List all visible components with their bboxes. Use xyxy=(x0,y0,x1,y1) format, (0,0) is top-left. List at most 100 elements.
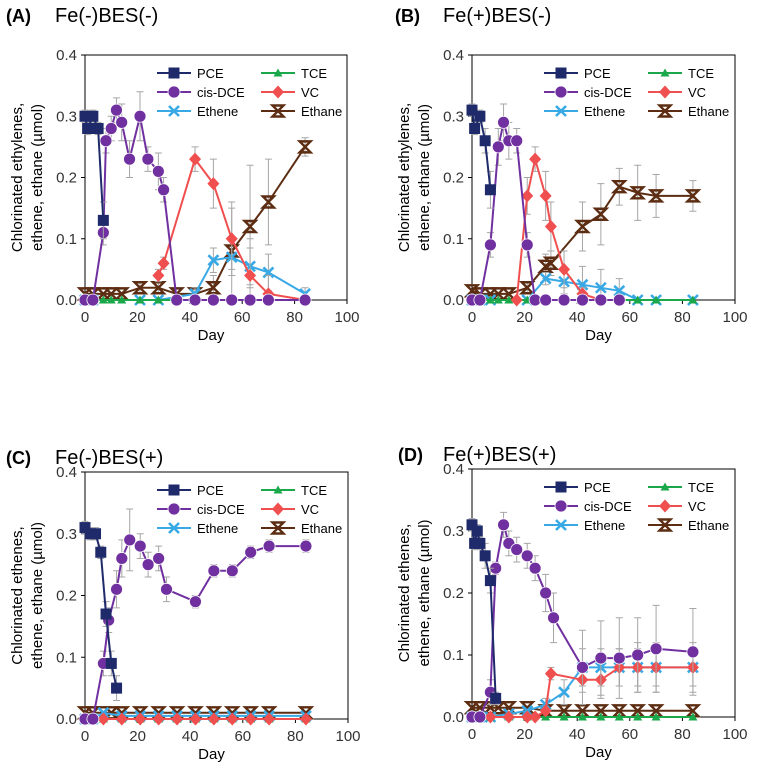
y-tick-label: 0.0 xyxy=(56,711,77,728)
legend-item-vc: VC xyxy=(261,85,319,100)
legend-item-tce: TCE xyxy=(648,480,714,495)
y-axis-label-line: Chlorinated ethylenes, xyxy=(9,103,26,252)
legend-label: PCE xyxy=(584,480,611,495)
data-point xyxy=(510,134,524,148)
panel-label-b: (B) xyxy=(395,6,420,26)
data-point xyxy=(613,284,626,297)
legend-label: cis-DCE xyxy=(584,499,632,514)
panel-label-a: (A) xyxy=(6,6,31,26)
legend-swatch-marker xyxy=(273,68,283,77)
legend-label: TCE xyxy=(688,480,714,495)
data-point xyxy=(152,552,166,565)
data-point xyxy=(189,595,202,609)
data-point xyxy=(262,539,276,553)
data-point xyxy=(558,686,570,699)
legend-item-tce: TCE xyxy=(261,483,327,498)
data-point xyxy=(594,293,608,307)
x-tick-label: 100 xyxy=(335,728,360,745)
legend-label: PCE xyxy=(197,66,224,81)
data-point xyxy=(225,564,239,578)
legend-swatch-marker xyxy=(656,104,674,118)
y-tick-label: 0.1 xyxy=(443,231,464,248)
data-point xyxy=(631,648,645,662)
data-point xyxy=(466,104,478,116)
data-point xyxy=(207,564,221,578)
data-point xyxy=(188,293,202,307)
legend-item-pce: PCE xyxy=(157,483,224,498)
data-point xyxy=(298,293,312,307)
data-point xyxy=(225,232,238,246)
legend-item-vc: VC xyxy=(648,85,706,100)
x-tick-label: 20 xyxy=(129,728,146,745)
y-axis-label-b: Chlorinated ethylenes, ethene, ethane (µm… xyxy=(396,103,433,252)
legend-swatch-marker xyxy=(269,104,287,118)
panel-title-a: Fe(-)BES(-) xyxy=(55,5,158,27)
data-point xyxy=(510,543,524,556)
legend-label: cis-DCE xyxy=(197,502,245,517)
data-point xyxy=(207,177,220,191)
panel-label-d: (D) xyxy=(398,445,423,465)
panel-a: (A) Fe(-)BES(-) 0.0 0.1 0.2 0.3 0.4 0 20 40 60 80 10… xyxy=(6,5,360,344)
data-point xyxy=(539,293,553,307)
legend-item-pce: PCE xyxy=(157,66,224,81)
data-point xyxy=(106,295,116,304)
series-pce-c xyxy=(79,520,123,701)
data-point xyxy=(223,244,241,258)
data-point xyxy=(520,238,534,252)
panel-b: (B) Fe(+)BES(-) 0.0 0.1 0.2 0.3 0.4 0 20 40 60 80 10… xyxy=(395,5,748,344)
data-point xyxy=(688,712,698,721)
legend-label: Ethene xyxy=(584,518,625,533)
x-tick-label: 0 xyxy=(81,728,89,745)
data-point xyxy=(153,295,163,304)
x-tick-label: 40 xyxy=(569,309,586,326)
legend-item-ethane: Ethane xyxy=(261,104,342,119)
legend-item-tce: TCE xyxy=(648,66,714,81)
data-point xyxy=(558,262,571,276)
legend-label: cis-DCE xyxy=(197,85,245,100)
legend-item-pce: PCE xyxy=(544,480,611,495)
data-point xyxy=(651,295,661,304)
x-tick-label: 60 xyxy=(621,726,638,743)
data-point xyxy=(149,281,167,295)
legend-label: VC xyxy=(301,85,319,100)
data-point xyxy=(542,256,560,270)
data-point xyxy=(539,704,552,718)
data-point xyxy=(151,164,165,178)
data-point xyxy=(651,712,661,721)
legend-label: VC xyxy=(688,499,706,514)
legend-item-vc: VC xyxy=(261,502,319,517)
data-point xyxy=(547,611,560,625)
y-tick-label: 0.3 xyxy=(56,526,77,543)
data-point xyxy=(484,184,496,196)
data-point xyxy=(86,293,100,307)
y-tick-label: 0.4 xyxy=(56,47,77,64)
data-point xyxy=(610,179,628,194)
data-point xyxy=(207,254,220,267)
data-point xyxy=(123,152,136,166)
data-point xyxy=(596,712,606,721)
data-point xyxy=(79,522,91,534)
data-point xyxy=(92,123,104,134)
y-tick-label: 0.3 xyxy=(443,108,464,125)
data-point xyxy=(244,269,257,282)
data-point xyxy=(502,710,515,724)
series-pce-b xyxy=(466,103,496,209)
y-tick-label: 0.0 xyxy=(443,292,464,309)
legend-swatch-marker xyxy=(272,502,284,516)
data-point xyxy=(592,207,610,221)
legend-item-pce: PCE xyxy=(544,66,611,81)
series-cis-dce-a xyxy=(78,91,312,307)
panel-c: (C) Fe(-)BES(+) 0.0 0.1 0.2 0.3 0.4 0 20 40 60 80 10… xyxy=(6,447,361,763)
legend-label: Ethane xyxy=(301,521,342,536)
x-tick-label: 0 xyxy=(81,309,89,326)
data-point xyxy=(473,710,487,724)
x-tick-label: 80 xyxy=(287,728,304,745)
data-point xyxy=(529,152,542,166)
x-axis-label-c: Day xyxy=(198,746,225,763)
data-point xyxy=(557,293,571,307)
data-point xyxy=(576,293,589,307)
data-point xyxy=(115,552,129,565)
x-tick-label: 20 xyxy=(516,309,533,326)
legend-swatch-marker xyxy=(659,499,671,513)
